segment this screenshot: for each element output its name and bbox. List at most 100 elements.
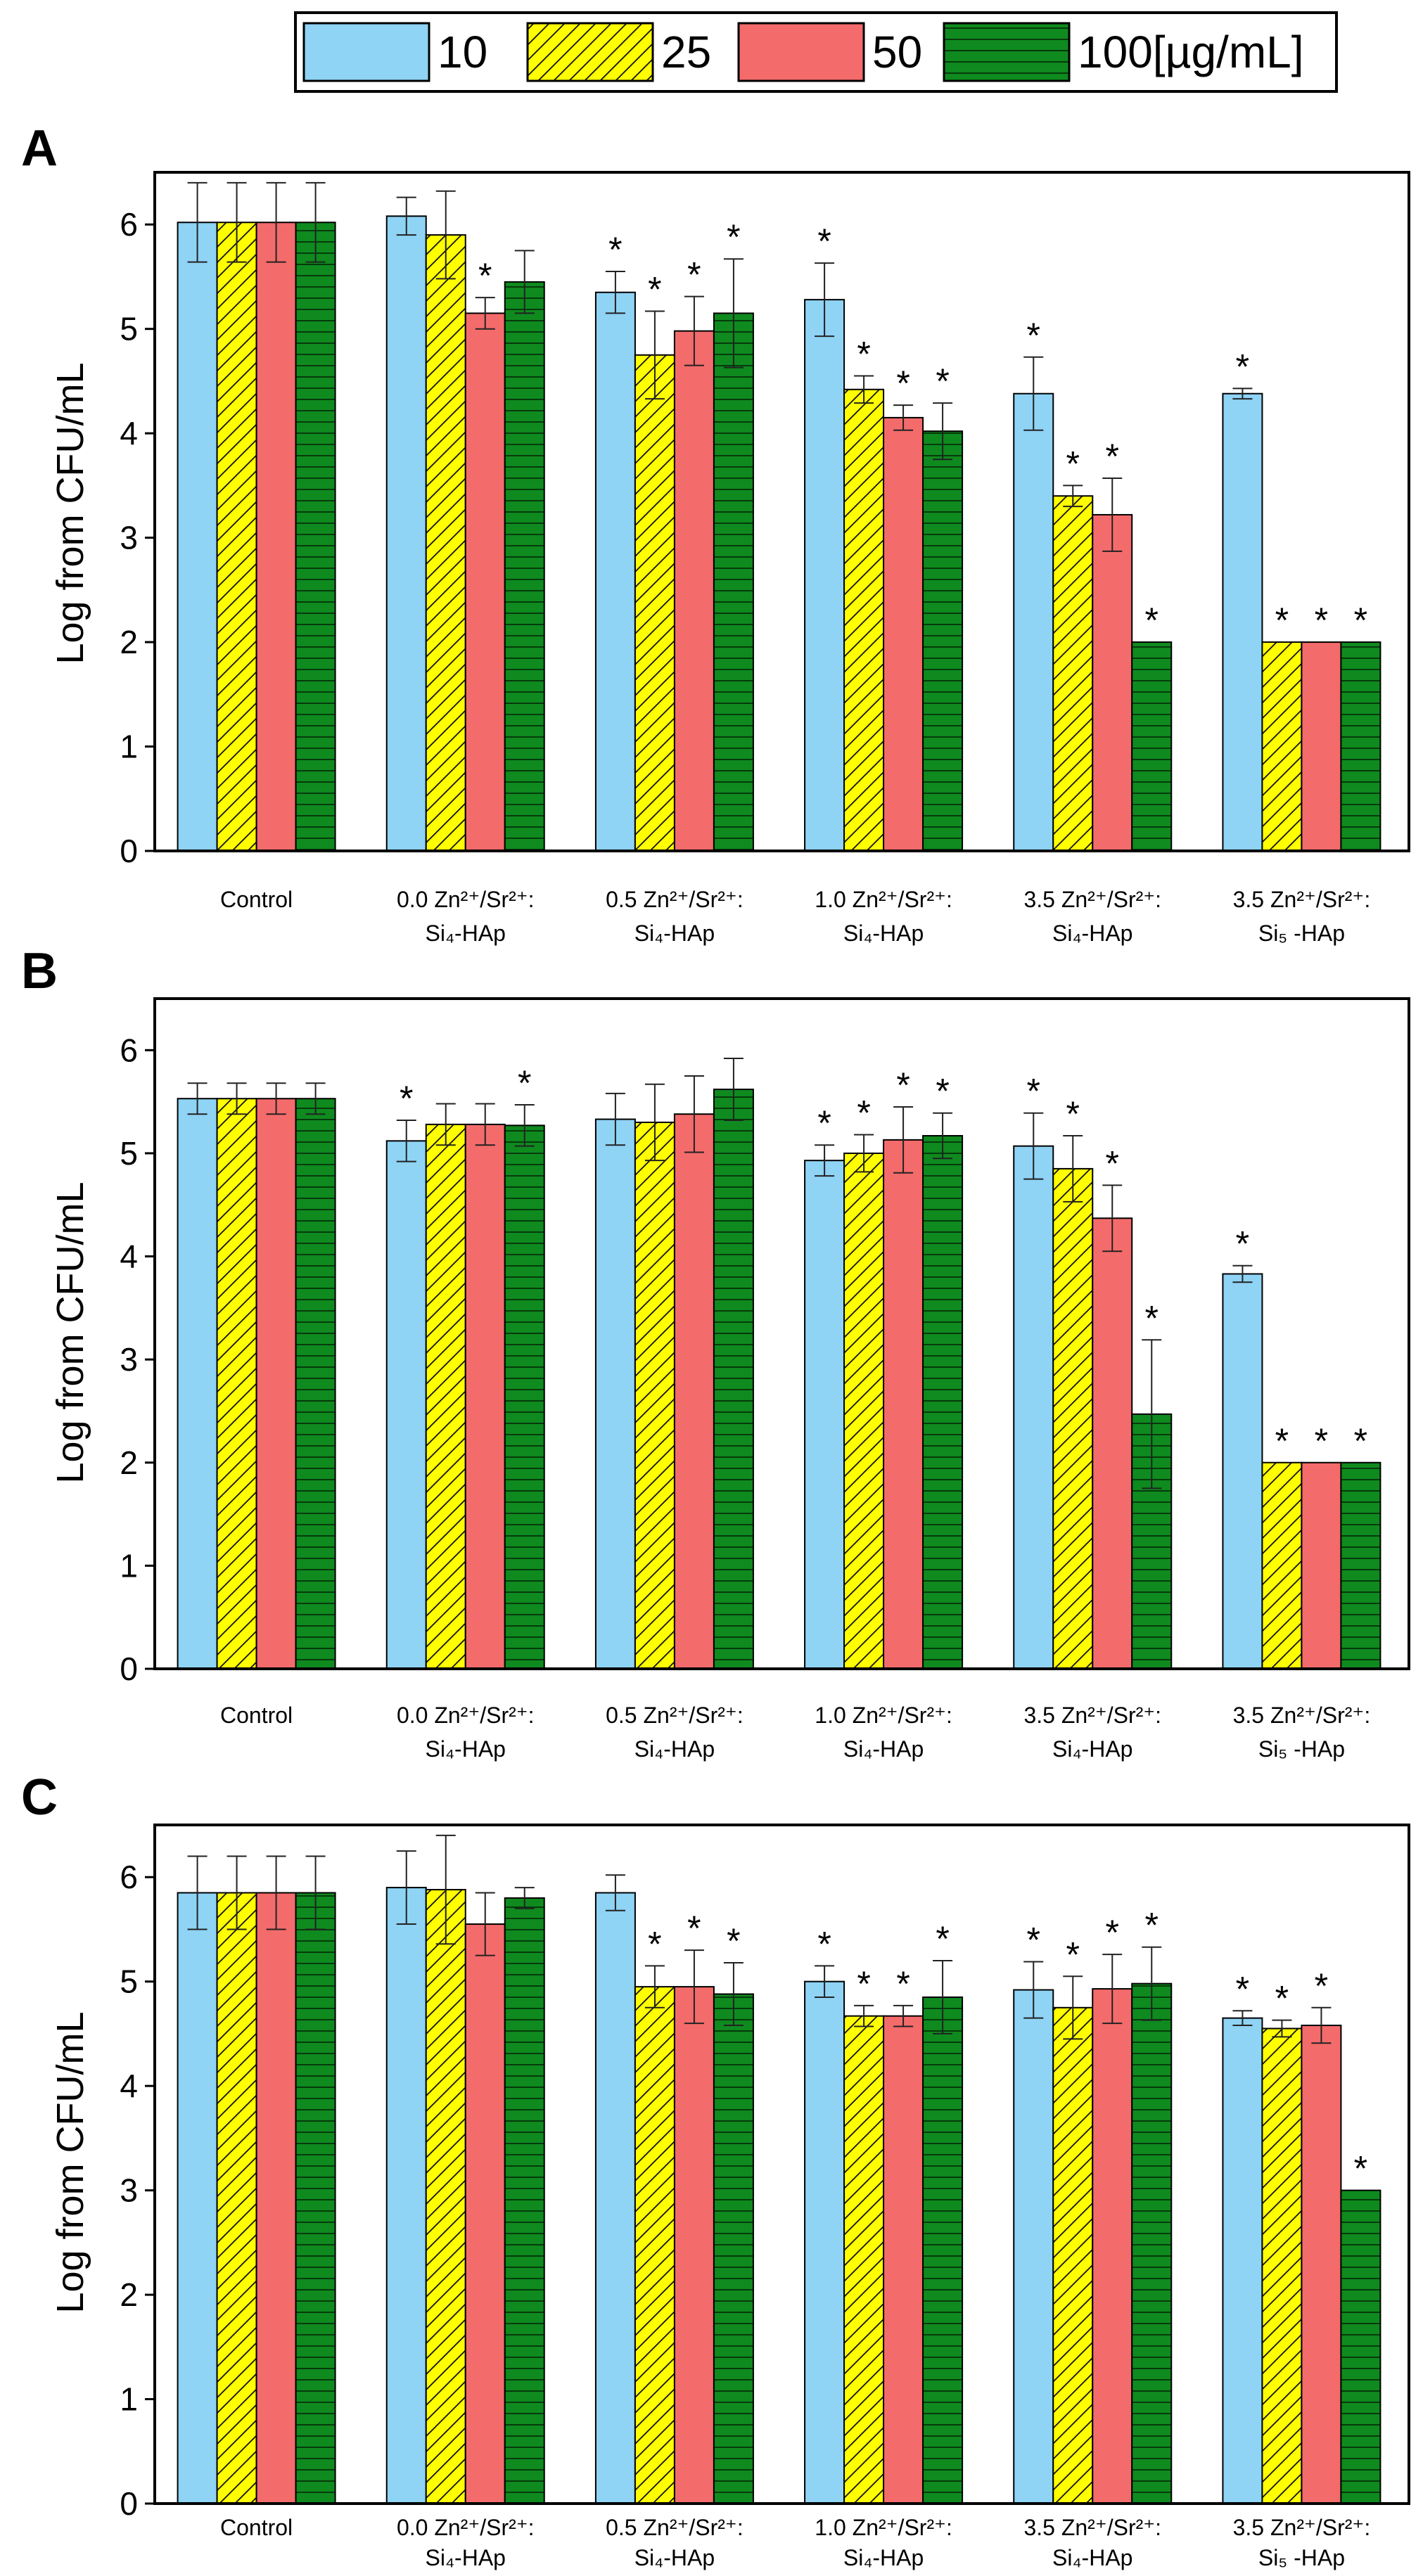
category-label-C-2-1: Si₄-HAp [634, 2545, 715, 2570]
bar-A-2-2 [673, 330, 715, 852]
category-label-B-3-0: 1.0 Zn²⁺/Sr²⁺: [815, 1703, 952, 1728]
panel-A: A Log from CFU/mL Control * 0.0 Zn²⁺/Sr²⁺: Si… [21, 120, 1410, 946]
plot-frame [153, 171, 1410, 852]
category-label-C-1-0: 0.0 Zn²⁺/Sr²⁺: [397, 2515, 535, 2540]
category-label-A-1-0: 0.0 Zn²⁺/Sr²⁺: [397, 887, 535, 912]
significance-star-C-4-0: * [1027, 1920, 1040, 1959]
panel-letter-A: A [21, 120, 58, 177]
bar-A-1-3 [504, 281, 545, 852]
category-label-C-5-0: 3.5 Zn²⁺/Sr²⁺: [1233, 2515, 1371, 2540]
significance-star-B-4-2: * [1106, 1143, 1119, 1183]
bar-B-2-1 [634, 1121, 675, 1670]
bar-A-0-0 [177, 222, 218, 852]
bar-A-3-2 [883, 416, 924, 852]
category-label-A-5-0: 3.5 Zn²⁺/Sr²⁺: [1233, 887, 1371, 912]
bar-A-0-1 [216, 222, 257, 852]
bar-B-0-2 [255, 1098, 297, 1670]
y-tick-label-4: 4 [120, 1238, 138, 1275]
bar-A-1-1 [425, 234, 466, 852]
category-label-B-5-1: Si₅ -HAp [1258, 1736, 1345, 1762]
y-tick-label-2: 2 [120, 1444, 138, 1481]
bar-C-5-1 [1261, 2027, 1303, 2504]
bar-C-4-1 [1052, 2006, 1094, 2504]
bar-B-3-2 [883, 1139, 924, 1670]
bar-C-3-3 [922, 1996, 964, 2504]
significance-star-C-3-2: * [896, 1964, 910, 2004]
category-label-C-4-0: 3.5 Zn²⁺/Sr²⁺: [1023, 2515, 1161, 2540]
category-label-B-2-0: 0.5 Zn²⁺/Sr²⁺: [606, 1703, 744, 1728]
y-tick-label-6: 6 [120, 1859, 138, 1895]
bar-A-3-1 [843, 388, 885, 852]
bar-B-4-1 [1052, 1167, 1094, 1670]
significance-star-A-4-3: * [1145, 601, 1159, 640]
bar-C-0-1 [216, 1892, 257, 2504]
y-tick-label-6: 6 [120, 1032, 138, 1068]
category-label-A-4-0: 3.5 Zn²⁺/Sr²⁺: [1023, 887, 1161, 912]
bar-C-0-3 [295, 1892, 336, 2504]
category-label-A-1-1: Si₄-HAp [426, 921, 506, 946]
legend-swatch-2 [737, 22, 865, 82]
significance-star-B-1-3: * [518, 1063, 531, 1103]
significance-star-C-4-1: * [1066, 1935, 1080, 1974]
bar-C-2-3 [713, 1993, 754, 2505]
significance-star-C-2-2: * [687, 1909, 701, 1948]
bar-A-0-2 [255, 222, 297, 852]
category-label-B-1-1: Si₄-HAp [426, 1736, 506, 1762]
bar-B-5-3 [1340, 1461, 1381, 1670]
category-label-A-2-0: 0.5 Zn²⁺/Sr²⁺: [606, 887, 744, 912]
y-axis-label: Log from CFU/mL [49, 1181, 91, 1483]
legend-swatch-3 [943, 22, 1071, 82]
y-tick-label-3: 3 [120, 520, 138, 556]
category-label-A-2-1: Si₄-HAp [634, 921, 715, 946]
significance-star-B-3-3: * [936, 1072, 949, 1111]
bar-C-2-0 [594, 1892, 636, 2504]
bar-A-5-2 [1301, 641, 1342, 852]
significance-star-A-5-2: * [1315, 601, 1328, 640]
category-label-B-4-0: 3.5 Zn²⁺/Sr²⁺: [1023, 1703, 1161, 1728]
y-tick-label-2: 2 [120, 624, 138, 660]
significance-star-C-5-2: * [1315, 1966, 1328, 2006]
legend-swatch-0 [302, 22, 430, 82]
category-label-B-0-0: Control [220, 1703, 293, 1728]
significance-star-B-1-0: * [400, 1079, 413, 1118]
bar-C-0-2 [255, 1892, 297, 2504]
bar-B-0-3 [295, 1098, 336, 1670]
y-tick-label-5: 5 [120, 1963, 138, 2000]
significance-star-C-5-3: * [1354, 2149, 1367, 2189]
significance-star-A-2-1: * [648, 269, 661, 309]
significance-star-A-4-2: * [1106, 437, 1119, 476]
bar-A-5-1 [1261, 641, 1303, 852]
y-tick-label-1: 1 [120, 1547, 138, 1584]
bar-B-0-0 [177, 1098, 218, 1670]
legend: 10 25 50 100[µg/mL] [294, 11, 1338, 93]
significance-star-B-5-2: * [1315, 1421, 1328, 1461]
legend-label-0: 10 [438, 27, 487, 77]
category-label-A-3-1: Si₄-HAp [843, 921, 924, 946]
category-label-B-2-1: Si₄-HAp [634, 1736, 715, 1762]
bar-C-0-0 [177, 1892, 218, 2504]
significance-star-A-2-2: * [687, 255, 701, 295]
bar-C-5-3 [1340, 2189, 1381, 2505]
bar-B-4-2 [1092, 1217, 1133, 1670]
y-tick-label-4: 4 [120, 2068, 138, 2104]
significance-star-A-3-2: * [896, 364, 910, 403]
legend-label-2: 50 [872, 27, 922, 77]
bar-B-2-0 [594, 1118, 636, 1670]
category-label-B-3-1: Si₄-HAp [843, 1736, 924, 1762]
y-tick-label-4: 4 [120, 415, 138, 451]
plot-frame [153, 1824, 1410, 2505]
y-tick-label-0: 0 [120, 833, 138, 869]
bar-B-1-0 [385, 1140, 427, 1670]
category-label-B-5-0: 3.5 Zn²⁺/Sr²⁺: [1233, 1703, 1371, 1728]
legend-label-3: 100[µg/mL] [1078, 27, 1304, 77]
bar-C-3-0 [804, 1980, 845, 2505]
significance-star-C-3-1: * [857, 1964, 870, 2004]
y-tick-label-1: 1 [120, 729, 138, 765]
significance-star-C-5-0: * [1236, 1969, 1249, 2008]
bar-A-4-3 [1131, 641, 1173, 852]
bar-C-3-1 [843, 2015, 885, 2504]
category-label-C-5-1: Si₅ -HAp [1258, 2545, 1345, 2570]
y-tick-label-1: 1 [120, 2381, 138, 2418]
significance-star-B-4-3: * [1145, 1298, 1159, 1338]
significance-star-A-5-3: * [1354, 601, 1367, 640]
